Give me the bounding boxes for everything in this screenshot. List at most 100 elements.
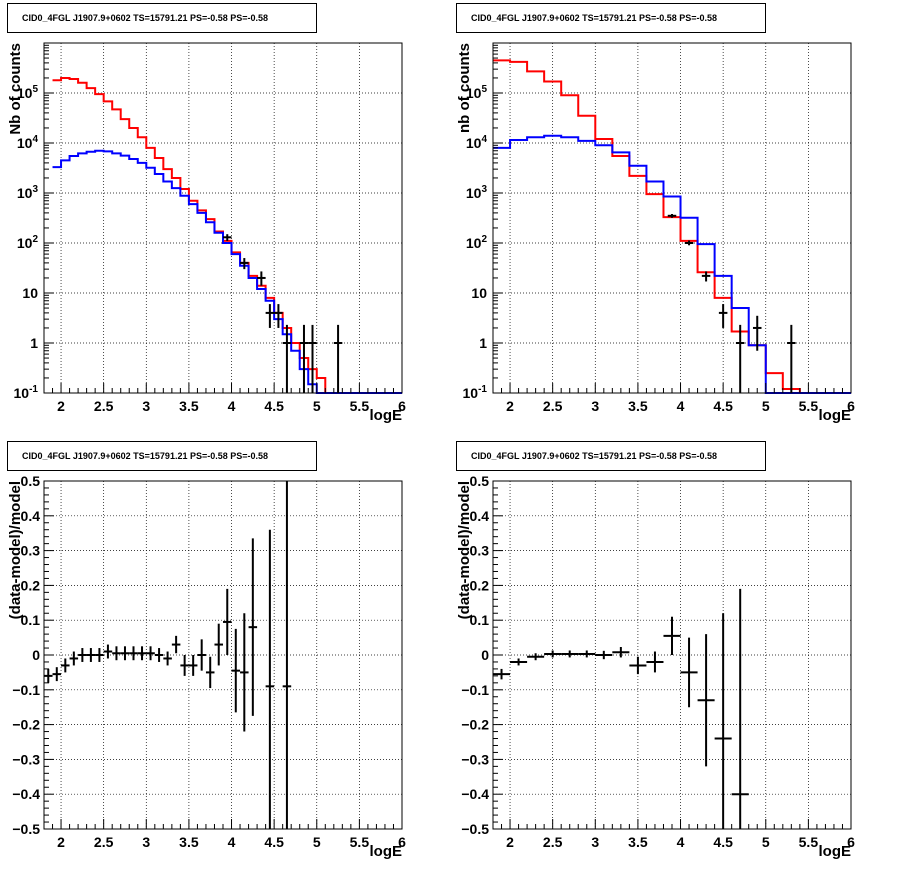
x-tick-label: 2 — [506, 834, 514, 850]
data-point — [731, 588, 749, 829]
y-tick-label: 105 — [466, 84, 488, 101]
y-tick-label: 104 — [17, 134, 39, 151]
histogram-series-0 — [52, 76, 402, 394]
y-tick-label: 102 — [17, 234, 39, 251]
x-tick-label: 4.5 — [264, 398, 284, 414]
y-axis-label: nb of counts — [456, 43, 473, 133]
data-point — [595, 650, 613, 660]
x-tick-label: 3 — [591, 398, 599, 414]
y-tick-label: −0.2 — [461, 717, 489, 733]
histogram-series-0 — [493, 59, 851, 394]
x-tick-label: 2.5 — [94, 398, 114, 414]
y-tick-label: −0.2 — [12, 717, 40, 733]
data-point — [561, 650, 579, 658]
data-point — [646, 651, 664, 673]
chart-title-bottom-right: CID0_4FGL J1907.9+0602 TS=15791.21 PS=-0… — [456, 441, 766, 471]
data-point — [527, 653, 545, 661]
data-point — [735, 324, 745, 393]
y-tick-label: 0.5 — [470, 473, 490, 489]
x-axis-label: logE — [370, 843, 403, 860]
x-tick-label: 5 — [313, 398, 321, 414]
data-point — [205, 656, 215, 689]
data-point — [180, 655, 189, 676]
data-point — [171, 635, 181, 654]
data-point — [257, 271, 266, 286]
plot-panel-1: 2 2.5 3 3.5 4 4.5 5 5.5 6 10-1 1 10 102 103 104 105 logE… — [456, 42, 855, 424]
data-point — [308, 324, 317, 393]
histogram-series-1 — [493, 134, 851, 394]
y-tick-label: 0.2 — [470, 577, 490, 593]
x-tick-label: 3 — [142, 398, 150, 414]
data-point — [240, 613, 249, 732]
x-tick-label: 2 — [57, 834, 65, 850]
x-tick-label: 4 — [228, 398, 236, 414]
data-point — [629, 656, 647, 675]
plot-frame — [43, 42, 403, 394]
x-tick-label: 3.5 — [628, 398, 648, 414]
y-tick-label: −0.4 — [461, 786, 489, 802]
y-tick-label: −0.3 — [461, 751, 489, 767]
y-tick-label: −0.3 — [12, 751, 40, 767]
y-axis-label: (data-model)/model — [456, 481, 473, 619]
data-point — [95, 648, 104, 662]
histogram-series-1 — [52, 149, 402, 394]
data-point — [612, 646, 630, 658]
data-point — [197, 639, 206, 671]
plot-panel-0: 2 2.5 3 3.5 4 4.5 5 5.5 6 10-1 1 10 102 103 104 105 logE… — [7, 42, 406, 424]
data-point — [718, 304, 728, 328]
plot-panel-2: 2 2.5 3 3.5 4 4.5 5 5.5 6 −0.5 −0.4 −0.3 −0.2 −0.1 0 0.… — [7, 473, 406, 860]
x-axis-label: logE — [819, 407, 852, 424]
x-tick-label: 6 — [398, 398, 406, 414]
x-axis-label: logE — [370, 407, 403, 424]
plot-panel-3: 2 2.5 3 3.5 4 4.5 5 5.5 6 −0.5 −0.4 −0.3 −0.2 −0.1 0 0.… — [456, 473, 855, 860]
data-point — [265, 529, 275, 829]
x-tick-label: 5.5 — [799, 834, 819, 850]
x-tick-label: 5.5 — [799, 398, 819, 414]
data-point — [86, 648, 96, 662]
data-point — [714, 613, 732, 829]
x-tick-label: 4.5 — [264, 834, 284, 850]
data-point — [231, 628, 241, 713]
y-tick-label: 103 — [466, 184, 488, 201]
y-tick-label: 102 — [466, 234, 488, 251]
data-point — [137, 646, 147, 661]
x-tick-label: 6 — [847, 834, 855, 850]
data-point — [223, 234, 232, 241]
data-point — [282, 481, 292, 829]
data-point — [544, 650, 562, 658]
x-tick-label: 3.5 — [179, 398, 199, 414]
data-point — [493, 668, 511, 680]
x-tick-label: 2.5 — [94, 834, 114, 850]
y-tick-label: 104 — [466, 134, 488, 151]
x-tick-label: 2 — [506, 398, 514, 414]
x-tick-label: 3 — [591, 834, 599, 850]
x-tick-label: 4 — [677, 398, 685, 414]
data-point — [333, 324, 343, 393]
x-tick-label: 4 — [228, 834, 236, 850]
x-tick-label: 2.5 — [543, 834, 563, 850]
x-tick-label: 5 — [762, 398, 770, 414]
y-axis-label: (data-model)/model — [7, 481, 24, 619]
data-point — [752, 315, 762, 351]
data-point — [701, 271, 711, 282]
y-tick-label: 10-1 — [463, 384, 488, 401]
data-point — [163, 651, 172, 666]
data-point — [52, 667, 62, 682]
x-axis-label: logE — [819, 843, 852, 860]
data-point — [129, 646, 138, 661]
x-tick-label: 6 — [847, 398, 855, 414]
data-point — [112, 646, 121, 661]
data-point — [274, 304, 283, 328]
data-point — [684, 240, 694, 246]
x-tick-label: 5 — [313, 834, 321, 850]
x-tick-label: 4.5 — [713, 398, 733, 414]
x-tick-label: 3.5 — [628, 834, 648, 850]
chart-title-top-right: CID0_4FGL J1907.9+0602 TS=15791.21 PS=-0… — [456, 3, 766, 33]
x-tick-label: 5 — [762, 834, 770, 850]
x-tick-label: 3.5 — [179, 834, 199, 850]
data-point — [240, 258, 249, 270]
x-tick-label: 5.5 — [350, 834, 370, 850]
data-point — [787, 324, 796, 393]
x-tick-label: 6 — [398, 834, 406, 850]
data-point — [154, 648, 164, 662]
